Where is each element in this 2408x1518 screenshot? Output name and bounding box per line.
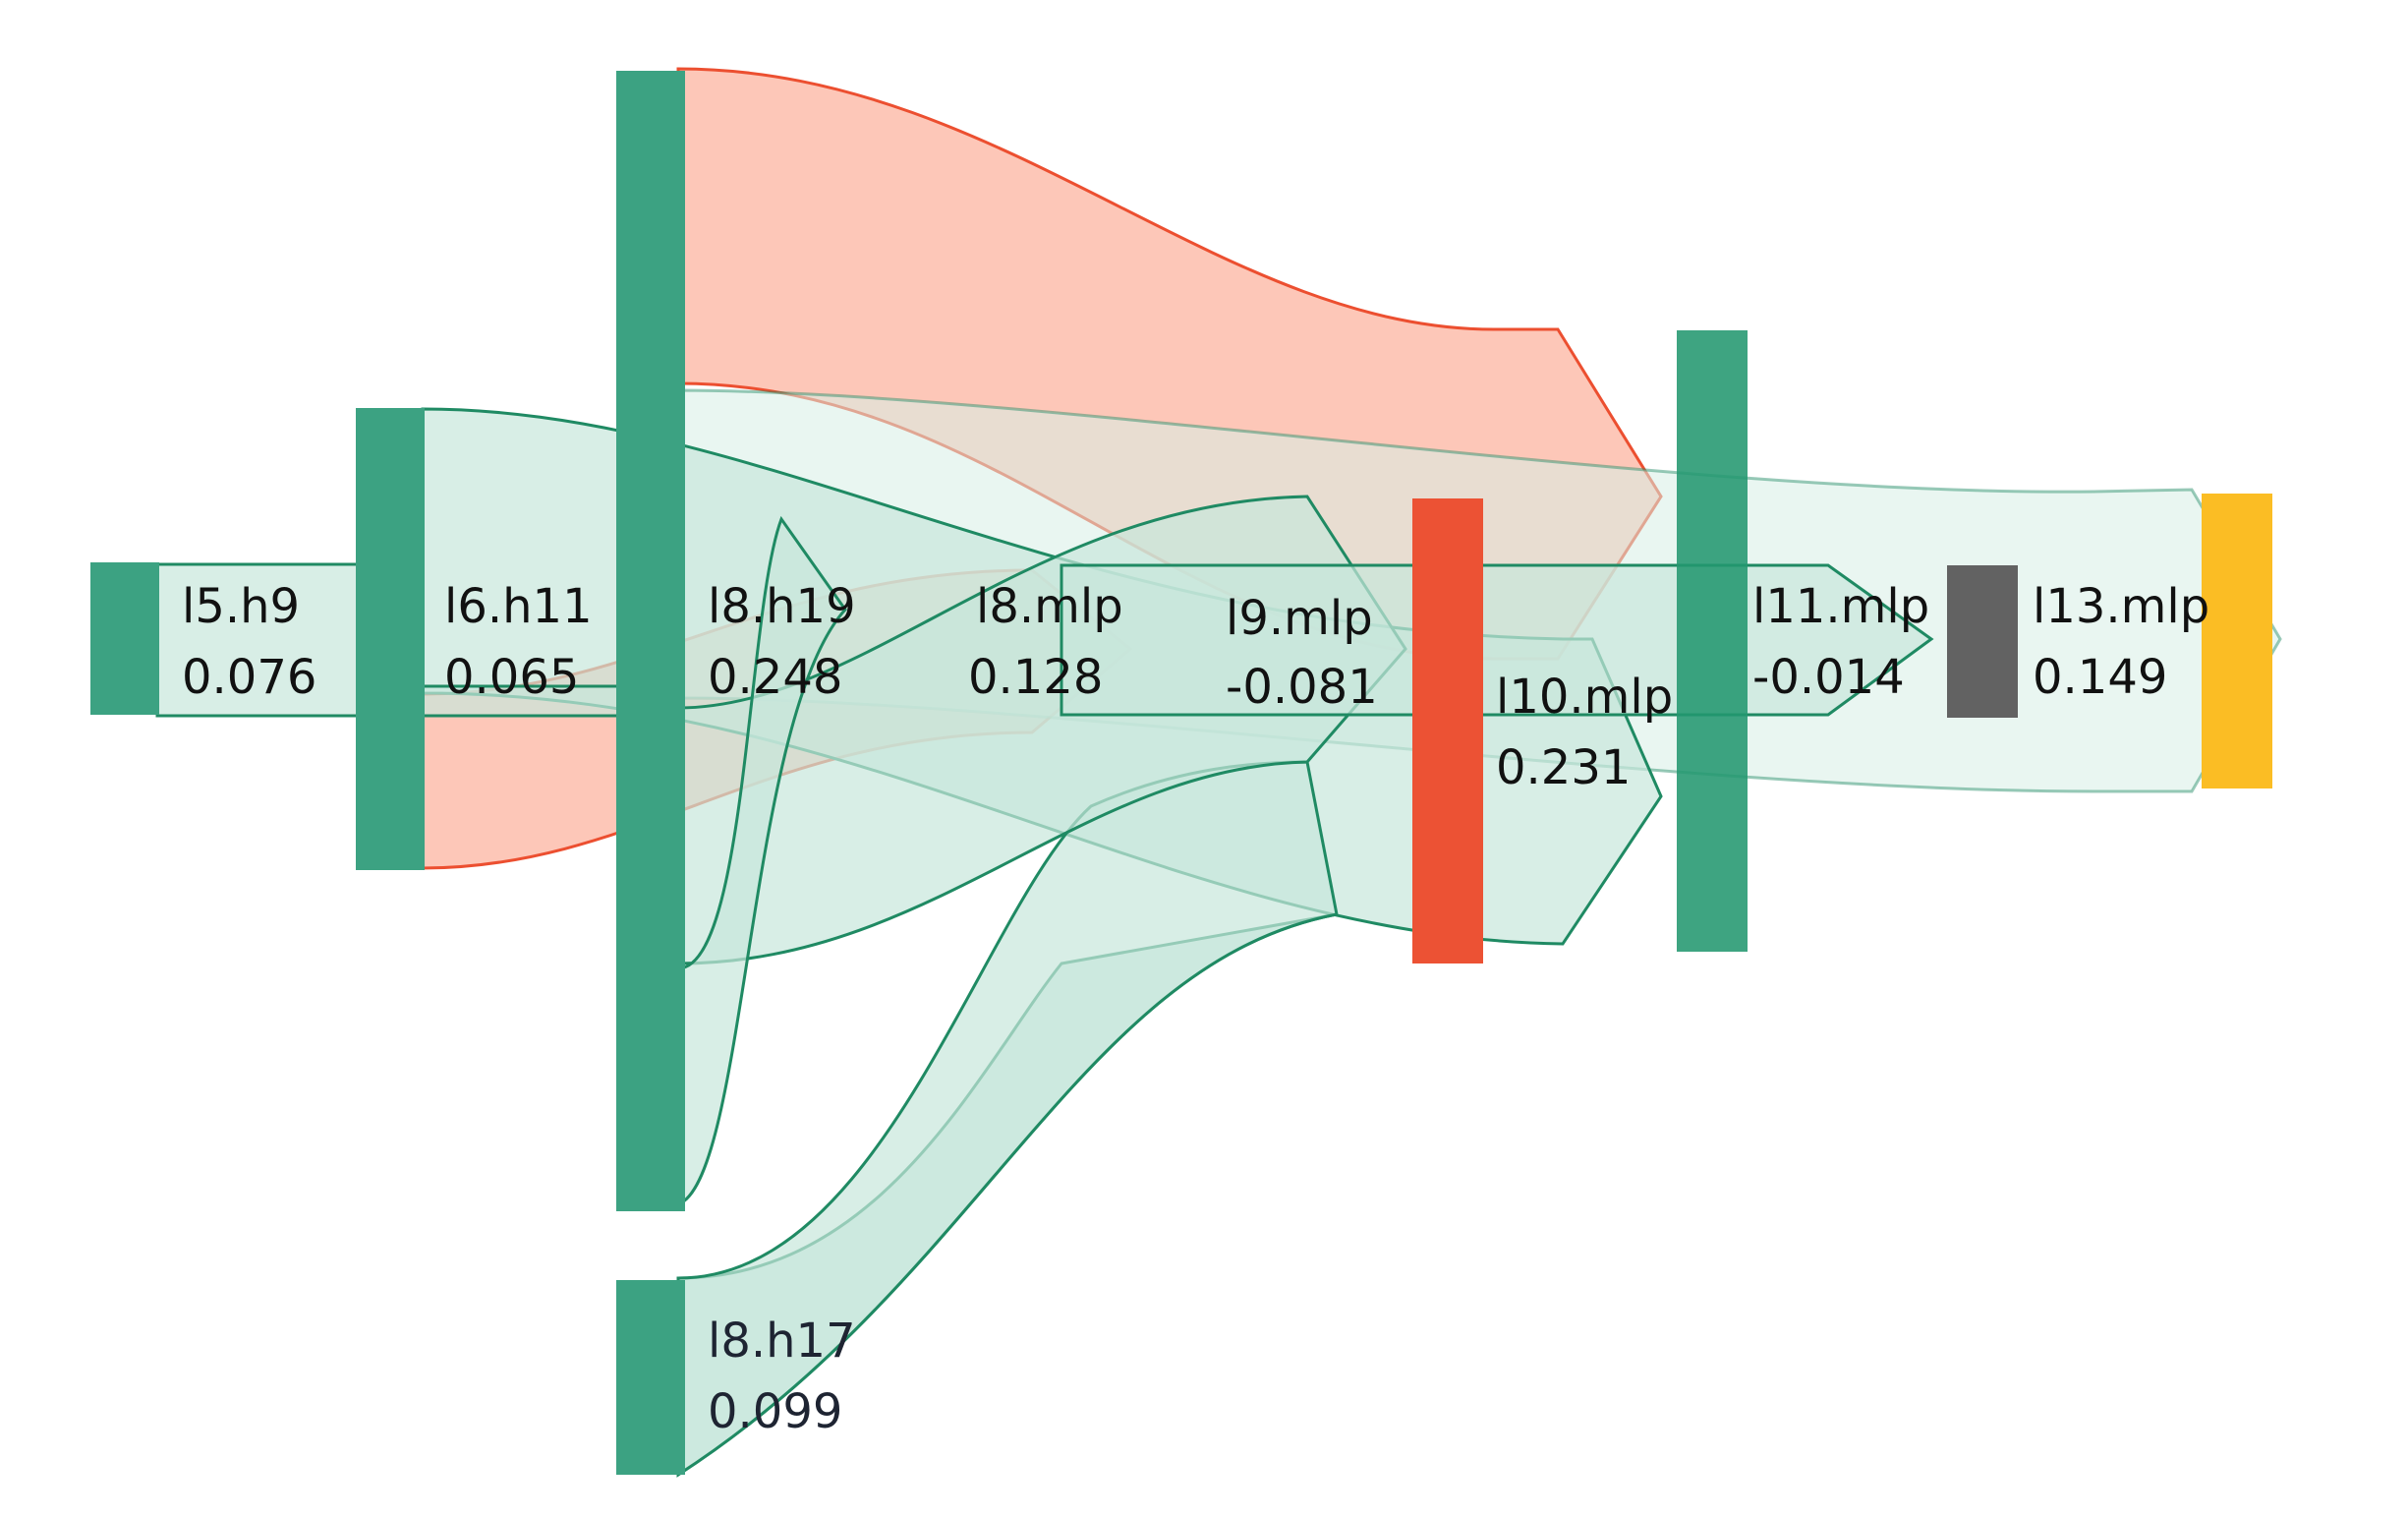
node-bar-l10mlp[interactable] — [1412, 498, 1483, 963]
node-bar-l11mlp[interactable] — [1677, 330, 1748, 952]
node-value-l5h9: 0.076 — [182, 650, 316, 705]
labels-layer: l5.h9 0.076 l6.h11 0.065 l8.h19 0.248 l8… — [182, 579, 2209, 1439]
node-name-l8mlp: l8.mlp — [976, 579, 1123, 634]
node-bar-l5h9[interactable] — [90, 562, 159, 715]
node-value-l8h17: 0.099 — [708, 1384, 842, 1439]
node-value-l8mlp: 0.128 — [968, 650, 1103, 705]
nodes-layer — [90, 71, 2272, 1475]
node-value-l9mlp: -0.081 — [1226, 660, 1378, 715]
link-l8h19-l8mlp[interactable] — [676, 515, 847, 1207]
node-name-l13mlp: l13.mlp — [2033, 579, 2209, 634]
node-name-l8h19: l8.h19 — [708, 579, 856, 634]
node-bar-l6h11[interactable] — [356, 408, 425, 870]
node-value-l11mlp: -0.014 — [1752, 650, 1905, 705]
node-value-l8h19: 0.248 — [708, 650, 842, 705]
node-name-l6h11: l6.h11 — [444, 579, 593, 634]
node-value-l10mlp: 0.231 — [1496, 740, 1631, 795]
node-value-l13mlp: 0.149 — [2033, 650, 2167, 705]
node-bar-l8h17[interactable] — [616, 1280, 685, 1475]
node-name-l11mlp: l11.mlp — [1752, 579, 1929, 634]
node-name-l8h17: l8.h17 — [708, 1314, 856, 1369]
node-bar-l13mlp[interactable] — [2202, 494, 2272, 788]
node-name-l5h9: l5.h9 — [182, 579, 300, 634]
node-value-l6h11: 0.065 — [444, 650, 579, 705]
node-bar-l12[interactable] — [1947, 565, 2018, 718]
node-bar-l8h19[interactable] — [616, 71, 685, 1211]
node-name-l9mlp: l9.mlp — [1226, 591, 1373, 646]
links-layer — [155, 67, 2282, 1478]
node-name-l10mlp: l10.mlp — [1496, 670, 1673, 725]
